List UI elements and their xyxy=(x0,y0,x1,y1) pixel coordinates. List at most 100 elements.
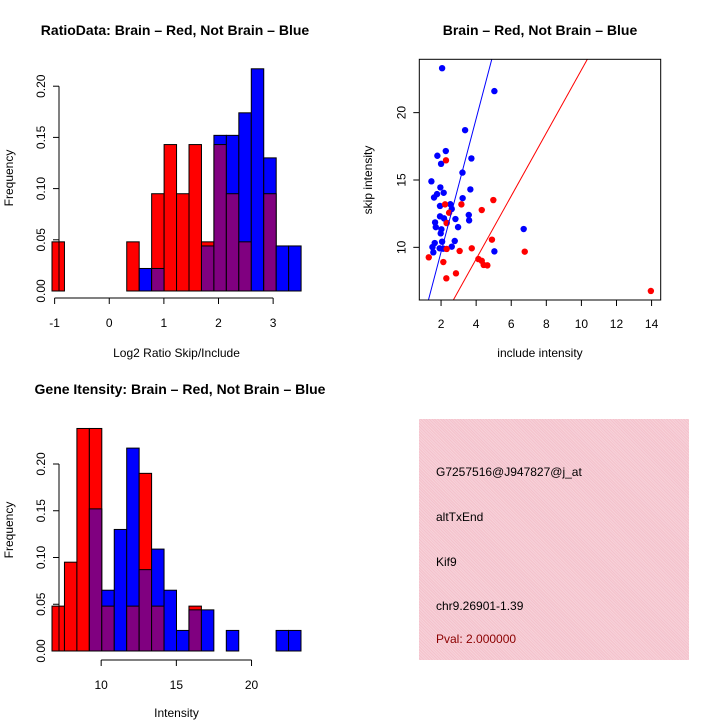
bar-not-brain xyxy=(275,245,290,292)
bar-not-brain xyxy=(113,528,128,652)
point-brain xyxy=(441,201,449,208)
bar-brain xyxy=(51,241,65,292)
bar-brain xyxy=(163,144,178,292)
x-tick-label: 2 xyxy=(215,316,222,330)
y-tick-label: 0.10 xyxy=(34,545,48,569)
x-tick-label: 10 xyxy=(575,317,589,331)
fit-line-brain xyxy=(452,59,588,300)
point-not-brain xyxy=(465,217,473,224)
x-tick-label: 8 xyxy=(543,317,550,331)
point-brain xyxy=(478,206,485,214)
point-brain xyxy=(442,157,450,164)
point-brain xyxy=(443,245,450,253)
bar-overlap xyxy=(151,605,165,652)
bar-overlap xyxy=(101,605,115,652)
bar-brain xyxy=(51,605,65,652)
point-not-brain xyxy=(440,189,447,196)
bar-overlap xyxy=(151,267,165,292)
probe-id: G7257516@J947827@j_at xyxy=(436,465,582,479)
bar-overlap xyxy=(126,605,140,652)
location: chr9.26901-1.39 xyxy=(436,599,524,613)
point-not-brain xyxy=(432,223,439,231)
y-tick-label: 0.05 xyxy=(34,228,48,252)
bar-not-brain xyxy=(288,629,302,652)
bar-overlap xyxy=(88,508,103,652)
bar-overlap xyxy=(188,609,202,652)
bar-not-brain xyxy=(288,245,302,292)
y-tick-label: 0.00 xyxy=(34,279,48,303)
point-brain xyxy=(456,247,463,255)
info-panel: G7257516@J947827@j_at altTxEnd Kif9 chr9… xyxy=(419,419,689,660)
plot-frame xyxy=(418,58,662,301)
x-tick-label: 0 xyxy=(106,316,113,330)
bar-overlap xyxy=(200,245,215,292)
pval: Pval: 2.000000 xyxy=(436,632,517,646)
bar-overlap xyxy=(138,569,153,652)
point-brain xyxy=(521,248,528,255)
point-not-brain xyxy=(491,248,498,255)
bar-not-brain xyxy=(138,267,153,292)
chart-title: RatioData: Brain – Red, Not Brain – Blue xyxy=(41,22,310,38)
point-not-brain xyxy=(430,249,437,256)
bar-overlap xyxy=(213,144,227,292)
bar-brain xyxy=(76,427,90,652)
x-tick-label: 14 xyxy=(645,317,659,331)
point-not-brain xyxy=(459,194,466,202)
point-not-brain xyxy=(454,223,462,231)
point-not-brain xyxy=(434,152,441,159)
y-tick-label: 15 xyxy=(394,173,408,187)
chart-title: Brain – Red, Not Brain – Blue xyxy=(443,22,638,38)
y-tick-label: 0.15 xyxy=(34,125,48,149)
point-not-brain xyxy=(491,87,498,95)
y-tick-label: 20 xyxy=(394,106,408,120)
point-brain xyxy=(425,254,432,261)
point-brain xyxy=(452,270,460,277)
bar-overlap xyxy=(225,193,240,292)
point-not-brain xyxy=(467,186,474,193)
bar-not-brain xyxy=(176,629,190,652)
y-tick-label: 0.10 xyxy=(34,177,48,201)
point-not-brain xyxy=(442,147,449,155)
bar-not-brain xyxy=(275,629,290,652)
x-axis-label: Log2 Ratio Skip/Include xyxy=(113,346,240,360)
point-not-brain xyxy=(438,64,446,72)
y-tick-label: 0.20 xyxy=(34,452,48,476)
y-axis-label: Frequency xyxy=(2,150,16,207)
event-type: altTxEnd xyxy=(436,510,484,524)
x-tick-label: 2 xyxy=(438,317,445,331)
bar-overlap xyxy=(238,241,252,292)
y-tick-label: 0.20 xyxy=(34,74,48,98)
point-not-brain xyxy=(520,225,527,233)
x-tick-label: 12 xyxy=(610,317,624,331)
bar-overlap xyxy=(263,193,277,292)
point-brain xyxy=(484,262,491,269)
point-brain xyxy=(443,275,450,282)
x-tick-label: 3 xyxy=(270,316,277,330)
y-axis-label: skip intensity xyxy=(361,146,375,215)
point-brain xyxy=(490,196,497,204)
gene-name: Kif9 xyxy=(436,555,457,569)
y-tick-label: 10 xyxy=(394,240,408,254)
fit-line-not-brain xyxy=(427,59,493,300)
chart-title: Gene Itensity: Brain – Red, Not Brain – … xyxy=(35,381,326,397)
point-not-brain xyxy=(468,155,475,162)
point-brain xyxy=(440,258,447,266)
y-tick-label: 0.00 xyxy=(34,639,48,663)
point-brain xyxy=(488,236,496,243)
point-brain xyxy=(468,245,475,252)
point-not-brain xyxy=(437,184,444,191)
x-tick-label: 1 xyxy=(161,316,168,330)
point-not-brain xyxy=(452,215,459,223)
bar-brain xyxy=(126,241,140,292)
bar-not-brain xyxy=(200,609,215,652)
point-not-brain xyxy=(465,211,472,219)
point-not-brain xyxy=(448,243,455,250)
y-tick-label: 0.15 xyxy=(34,499,48,523)
point-not-brain xyxy=(436,202,444,210)
bar-brain xyxy=(176,193,190,292)
point-not-brain xyxy=(437,160,445,168)
x-axis-label: Intensity xyxy=(154,706,199,720)
point-not-brain xyxy=(429,243,436,251)
x-tick-label: -1 xyxy=(49,316,60,330)
